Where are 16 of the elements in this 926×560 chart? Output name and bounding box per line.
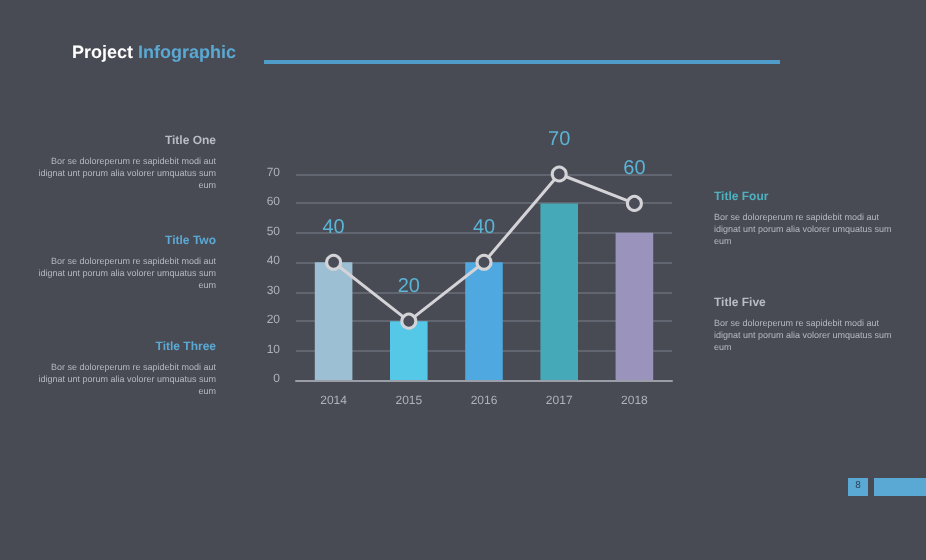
bar xyxy=(540,203,578,380)
data-label: 70 xyxy=(548,128,572,151)
data-label: 60 xyxy=(623,157,647,180)
data-label: 40 xyxy=(322,216,346,239)
bar xyxy=(314,262,353,380)
point xyxy=(625,194,643,212)
bar xyxy=(465,262,503,380)
bar xyxy=(615,232,654,380)
point xyxy=(400,312,418,330)
data-label: 20 xyxy=(397,275,421,298)
point xyxy=(325,253,343,271)
point xyxy=(475,253,493,271)
bar xyxy=(390,321,428,380)
data-label: 40 xyxy=(472,216,496,239)
point xyxy=(550,165,568,183)
chart-title: Project Infographic xyxy=(72,42,237,62)
